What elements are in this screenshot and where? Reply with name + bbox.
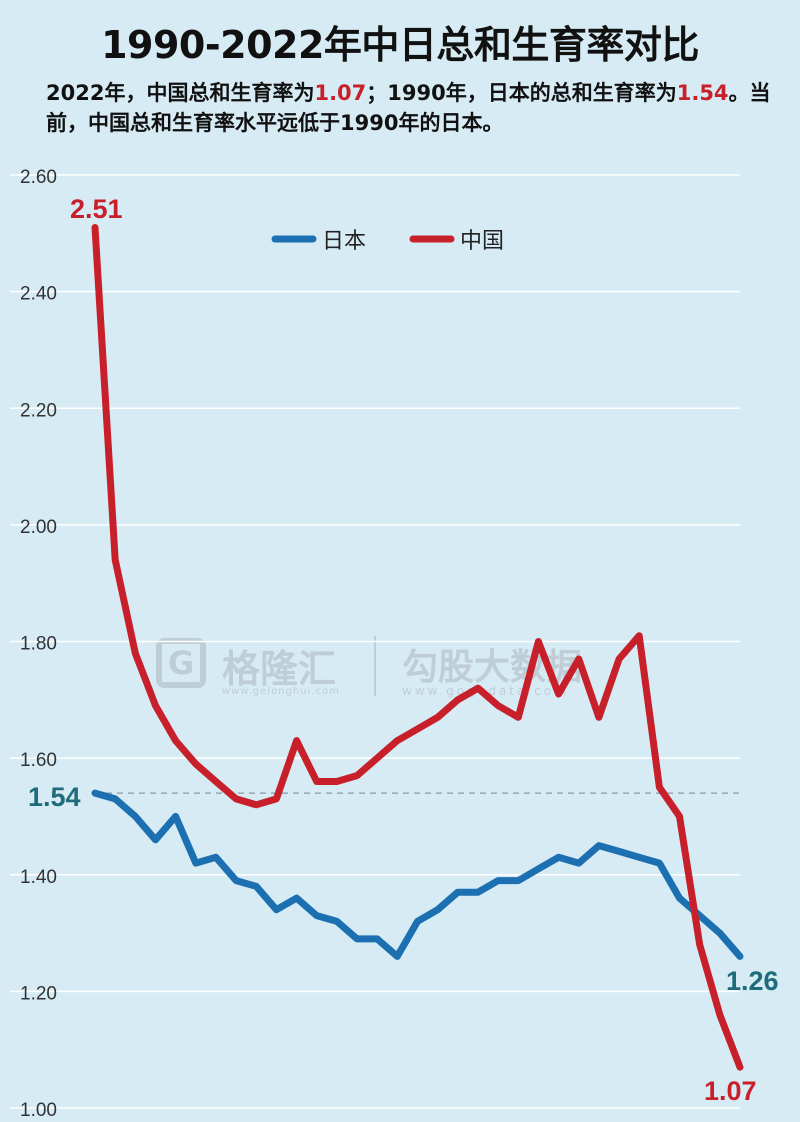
legend-label-0: 日本	[322, 229, 366, 254]
watermark-site-1: www.gelonghui.com	[222, 686, 340, 697]
subtitle-text-1: 2022年，中国总和生育率为	[46, 81, 315, 105]
watermark-brand-1: 格隆汇	[222, 647, 337, 691]
y-tick-label-6: 2.20	[20, 400, 57, 421]
data-label-1: 1.54	[28, 782, 81, 812]
watermark-separator	[374, 636, 376, 696]
data-label-2: 1.26	[726, 966, 779, 996]
series-line-japan	[91, 789, 744, 960]
y-tick-label-2: 1.40	[20, 867, 57, 888]
subtitle-text-3: 。当前，中国总和生育率水平远低于1990年的日本。	[46, 81, 771, 135]
subtitle-highlight-japan: 1.54	[676, 81, 729, 105]
y-tick-label-3: 1.60	[20, 750, 57, 771]
chart-title: 1990-2022年中日总和生育率对比	[101, 23, 699, 67]
subtitle-text-2: ；1990年，日本的总和生育率为	[366, 81, 677, 105]
y-tick-label-4: 1.80	[20, 634, 57, 655]
series-line-china	[91, 224, 744, 1071]
chart-subtitle: 2022年，中国总和生育率为1.07；1990年，日本的总和生育率为1.54。当…	[46, 78, 786, 138]
y-tick-label-7: 2.40	[20, 284, 57, 305]
legend-label-1: 中国	[460, 229, 504, 254]
y-tick-label-0: 1.00	[20, 1100, 57, 1121]
line-chart: 1.00 1.20 1.40 1.60 1.80 2.00 2.20 2.40 2.60 日本 中国…	[10, 167, 779, 1121]
y-tick-label-1: 1.20	[20, 983, 57, 1004]
data-label-3: 1.07	[704, 1076, 757, 1106]
subtitle-highlight-china: 1.07	[314, 81, 367, 105]
y-tick-label-8: 2.60	[20, 167, 57, 188]
data-label-0: 2.51	[70, 194, 123, 224]
y-tick-label-5: 2.00	[20, 517, 57, 538]
